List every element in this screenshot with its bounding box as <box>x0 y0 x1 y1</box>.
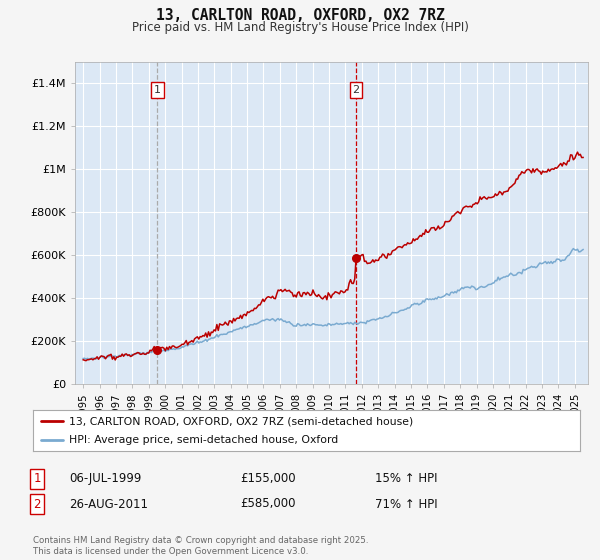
Text: £155,000: £155,000 <box>240 472 296 486</box>
Bar <box>157 62 356 384</box>
Text: Price paid vs. HM Land Registry's House Price Index (HPI): Price paid vs. HM Land Registry's House … <box>131 21 469 34</box>
Text: £585,000: £585,000 <box>240 497 296 511</box>
Text: 13, CARLTON ROAD, OXFORD, OX2 7RZ: 13, CARLTON ROAD, OXFORD, OX2 7RZ <box>155 8 445 24</box>
Text: Contains HM Land Registry data © Crown copyright and database right 2025.
This d: Contains HM Land Registry data © Crown c… <box>33 536 368 556</box>
Text: 71% ↑ HPI: 71% ↑ HPI <box>375 497 437 511</box>
Text: 1: 1 <box>34 472 41 486</box>
Text: 1: 1 <box>154 85 161 95</box>
Text: 2: 2 <box>34 497 41 511</box>
Text: 2: 2 <box>353 85 359 95</box>
Text: 26-AUG-2011: 26-AUG-2011 <box>69 497 148 511</box>
Text: 15% ↑ HPI: 15% ↑ HPI <box>375 472 437 486</box>
Text: 13, CARLTON ROAD, OXFORD, OX2 7RZ (semi-detached house): 13, CARLTON ROAD, OXFORD, OX2 7RZ (semi-… <box>68 417 413 426</box>
Text: HPI: Average price, semi-detached house, Oxford: HPI: Average price, semi-detached house,… <box>68 435 338 445</box>
Text: 06-JUL-1999: 06-JUL-1999 <box>69 472 142 486</box>
